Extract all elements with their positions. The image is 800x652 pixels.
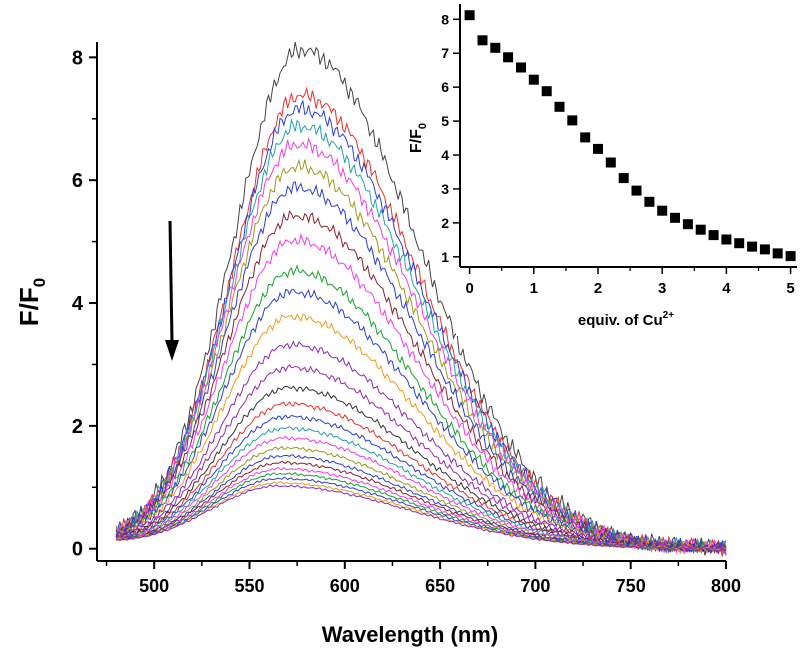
inset-x-tick-label: 1 [530, 280, 538, 297]
main-x-tick-label: 500 [139, 576, 169, 596]
inset-data-point [490, 42, 501, 53]
inset-y-tick-label: 2 [441, 215, 449, 231]
inset-x-axis-title: equiv. of Cu2+ [578, 310, 674, 329]
inset-points-group [464, 10, 796, 262]
inset-y-tick-label: 7 [441, 45, 449, 61]
inset-data-point [695, 224, 706, 235]
decrease-arrow [165, 220, 179, 361]
inset-data-point [593, 143, 603, 154]
main-x-axis-title: Wavelength (nm) [322, 622, 498, 647]
inset-data-point [734, 238, 745, 249]
main-y-tick-label: 0 [72, 539, 83, 561]
inset-data-point [759, 244, 770, 255]
inset-data-point [528, 74, 539, 85]
inset-data-point [554, 101, 565, 112]
inset-background [456, 2, 798, 336]
spectrum-line [115, 484, 727, 550]
inset-x-axis-title-main: equiv. of Cu [578, 312, 663, 329]
inset-data-point [657, 205, 668, 216]
spectrum-line [115, 426, 727, 552]
inset-y-tick-label: 6 [441, 79, 449, 95]
inset-data-point [464, 10, 475, 21]
inset-y-tick-label: 3 [441, 181, 449, 197]
main-x-tick-label: 750 [616, 576, 646, 596]
inset-data-point [477, 35, 488, 46]
inset-y-tick-label: 1 [441, 249, 449, 265]
main-y-axis-title: F/F0 [14, 278, 49, 326]
main-y-tick-label: 6 [72, 170, 83, 192]
inset-data-point [772, 248, 783, 259]
inset-data-point [580, 132, 591, 143]
main-y-axis-title-sub: 0 [30, 278, 49, 287]
spectrum-line [115, 137, 727, 555]
inset-data-point [618, 173, 629, 184]
inset-x-tick-label: 3 [658, 280, 666, 297]
spectrum-line [115, 385, 727, 553]
spectrum-line [115, 233, 727, 554]
inset-y-tick-label: 5 [441, 113, 449, 129]
inset-y-axis-title-main: F/F [408, 129, 425, 153]
inset-x-axis-title-sup: 2+ [663, 310, 675, 321]
inset-data-point [567, 115, 578, 126]
inset-data-point [516, 62, 526, 73]
inset-y-axis-title-sub: 0 [417, 123, 429, 129]
main-x-tick-label: 550 [234, 576, 264, 596]
inset-x-tick-label: 4 [722, 280, 731, 297]
main-x-tick-label: 700 [520, 576, 550, 596]
spectrum-line [115, 41, 727, 556]
inset-data-point [708, 230, 719, 241]
spectrum-line [116, 400, 727, 553]
inset-data-point [721, 234, 732, 245]
inset-data-point [541, 86, 552, 97]
inset-data-point [747, 241, 758, 252]
inset-x-tick-label: 2 [594, 280, 602, 297]
inset-data-point [644, 196, 655, 207]
inset-x-tick-label: 0 [465, 280, 473, 297]
main-x-tick-label: 800 [711, 576, 741, 596]
inset-data-point [785, 251, 796, 262]
main-y-tick-label: 8 [72, 47, 83, 69]
main-y-axis-title-main: F/F [14, 287, 44, 326]
main-x-tick-label: 600 [330, 576, 360, 596]
spectrum-line [115, 480, 726, 550]
main-y-tick-label: 2 [72, 416, 83, 438]
inset-data-point [605, 157, 616, 168]
main-series-group [115, 41, 727, 557]
inset-data-point [682, 219, 693, 230]
inset-data-point [631, 185, 642, 196]
inset-x-tick-label: 5 [786, 280, 794, 297]
spectrum-line [115, 414, 727, 552]
spectrum-line [115, 313, 727, 554]
inset-data-point [503, 52, 514, 63]
main-y-tick-label: 4 [72, 293, 84, 315]
main-x-tick-label: 650 [425, 576, 455, 596]
spectrum-line [115, 340, 727, 553]
inset-y-tick-label: 8 [441, 11, 449, 27]
inset-y-axis-title: F/F0 [408, 123, 429, 153]
inset-data-point [670, 212, 680, 223]
inset-y-tick-label: 4 [441, 147, 449, 163]
spectrum-line [115, 435, 727, 551]
